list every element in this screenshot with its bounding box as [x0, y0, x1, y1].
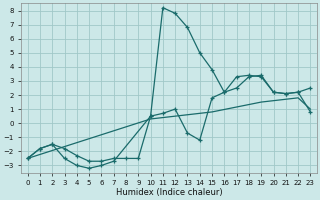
X-axis label: Humidex (Indice chaleur): Humidex (Indice chaleur) [116, 188, 222, 197]
